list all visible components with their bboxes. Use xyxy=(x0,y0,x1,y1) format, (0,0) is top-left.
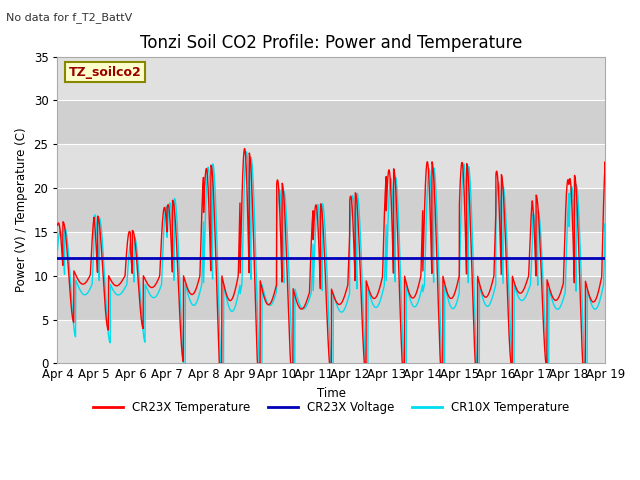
Bar xyxy=(58,188,605,232)
Text: No data for f_T2_BattV: No data for f_T2_BattV xyxy=(6,12,132,23)
X-axis label: Time: Time xyxy=(317,387,346,400)
Bar xyxy=(58,276,605,320)
Bar xyxy=(58,144,605,188)
Legend: CR23X Temperature, CR23X Voltage, CR10X Temperature: CR23X Temperature, CR23X Voltage, CR10X … xyxy=(88,396,574,419)
Title: Tonzi Soil CO2 Profile: Power and Temperature: Tonzi Soil CO2 Profile: Power and Temper… xyxy=(140,34,523,52)
Bar xyxy=(58,232,605,276)
Text: TZ_soilco2: TZ_soilco2 xyxy=(68,66,141,79)
Y-axis label: Power (V) / Temperature (C): Power (V) / Temperature (C) xyxy=(15,128,28,292)
Bar xyxy=(58,320,605,363)
Bar xyxy=(58,100,605,144)
Bar xyxy=(58,57,605,100)
